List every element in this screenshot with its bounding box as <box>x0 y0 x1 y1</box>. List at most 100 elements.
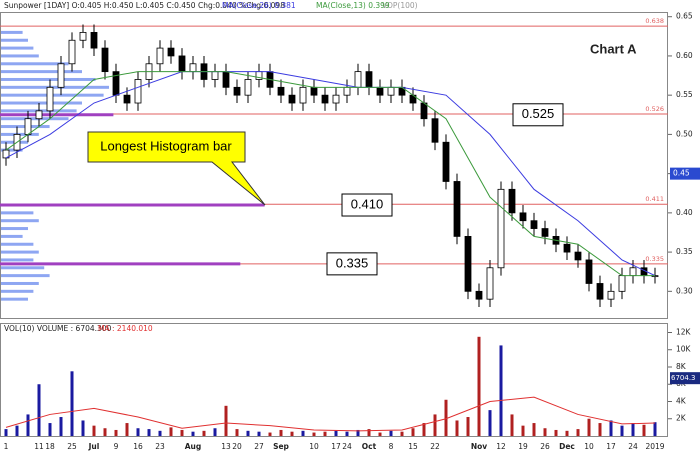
x-tick-label: 8 <box>389 442 394 451</box>
candle-body <box>563 243 571 253</box>
price-label: 0.525 <box>522 106 555 121</box>
candle-body <box>596 283 604 300</box>
y-tick-label: 2K <box>676 414 687 423</box>
volume-bar <box>290 431 294 436</box>
x-tick-label: Sep <box>273 442 289 451</box>
x-tick-label: 10 <box>584 442 594 451</box>
volume-bar <box>521 425 525 436</box>
y-tick-label: 0.55 <box>676 90 693 99</box>
y-tick-label: 0.30 <box>676 286 693 295</box>
candle-body <box>508 188 516 214</box>
profile-bar <box>1 46 34 50</box>
y-tick-label: 4K <box>676 396 687 405</box>
profile-bar <box>1 211 34 215</box>
volume-bar <box>455 420 459 436</box>
y-tick-label: 0.60 <box>676 51 693 60</box>
candle-body <box>277 86 285 96</box>
volume-bar <box>554 429 558 436</box>
x-tick-label: 12 <box>496 442 506 451</box>
candle-body <box>486 267 494 300</box>
price-label-box <box>512 103 564 127</box>
profile-bar <box>1 54 39 58</box>
volume-bar <box>301 430 305 436</box>
volume-bar <box>488 410 492 436</box>
profile-bar <box>1 266 45 270</box>
candle-body <box>35 110 43 120</box>
volume-header: VOL(10) VOLUME : 6704.300 <box>4 324 112 333</box>
price-header: Sunpower [1DAY] O:0.405 H:0.450 L:0.405 … <box>4 1 285 10</box>
x-tick-label: Jul <box>88 442 100 451</box>
volume-bar <box>257 431 261 436</box>
candle-body <box>343 86 351 96</box>
last-price-label: 0.45 <box>673 169 690 178</box>
candle-body <box>46 86 54 112</box>
volume-bar <box>598 423 602 436</box>
volume-bar <box>312 432 316 436</box>
x-tick-label: 9 <box>114 442 119 451</box>
profile-bar <box>1 234 23 238</box>
volume-bar <box>59 417 63 436</box>
x-tick-label: 11 <box>34 442 44 451</box>
x-tick-label: 27 <box>254 442 264 451</box>
callout-text: Longest Histogram bar <box>100 138 232 153</box>
candle-body <box>332 94 340 104</box>
candle-body <box>134 79 142 104</box>
volume-bar <box>103 428 107 436</box>
volume-bar <box>235 429 239 436</box>
candle-body <box>288 94 296 104</box>
volume-bar <box>191 431 195 436</box>
profile-bar <box>1 62 69 66</box>
candle-body <box>233 86 241 96</box>
candle-body <box>464 235 472 292</box>
profile-bar <box>1 148 23 152</box>
volume-bar <box>576 429 580 436</box>
volume-bar <box>37 384 41 436</box>
candle-body <box>618 275 626 292</box>
profile-bar <box>1 117 69 121</box>
x-tick-label: 20 <box>232 442 242 451</box>
chart-annotation: Chart A <box>590 41 637 56</box>
candle-body <box>453 181 461 237</box>
y-tick-label: 8K <box>676 362 687 371</box>
volume-bar <box>543 428 547 436</box>
profile-bar <box>1 258 34 262</box>
x-tick-label: 26 <box>540 442 550 451</box>
volume-bar <box>378 432 382 436</box>
candle-body <box>376 86 384 96</box>
volume-bar <box>356 429 360 436</box>
x-tick-label: 25 <box>67 442 77 451</box>
x-tick-label: 24 <box>342 442 352 451</box>
last-volume-box <box>670 372 700 385</box>
volume-bar <box>114 429 118 436</box>
candle-body <box>541 228 549 237</box>
candle-body <box>519 212 527 222</box>
x-tick-label: Aug <box>185 442 202 451</box>
price-label: 0.410 <box>351 196 384 211</box>
volume-bar <box>532 423 536 436</box>
volume-bar <box>70 371 74 436</box>
profile-bar <box>1 281 39 285</box>
candle-body <box>497 188 505 269</box>
x-tick-label: 23 <box>155 442 165 451</box>
candle-body <box>420 102 428 120</box>
x-tick-label: 10 <box>309 442 319 451</box>
volume-bar <box>565 430 569 436</box>
candle-body <box>365 71 373 88</box>
profile-bar <box>1 30 23 34</box>
volume-bar <box>81 420 85 436</box>
volume-bar <box>367 429 371 436</box>
volume-bar <box>4 429 8 436</box>
x-tick-label: Dec <box>559 442 575 451</box>
candle-body <box>310 86 318 96</box>
volume-bar <box>433 414 437 436</box>
y-tick-label: 10K <box>676 345 692 354</box>
volume-bar <box>345 431 349 436</box>
x-tick-label: 16 <box>133 442 143 451</box>
volume-bar <box>158 430 162 436</box>
ma-line <box>5 71 655 277</box>
indicator-label: VOP(100) <box>382 1 418 10</box>
x-tick-label: Nov <box>471 442 487 451</box>
legend-entry: MA(Close,13) 0.399 <box>316 1 390 10</box>
candle-body <box>24 118 32 135</box>
volume-bar <box>224 405 228 436</box>
